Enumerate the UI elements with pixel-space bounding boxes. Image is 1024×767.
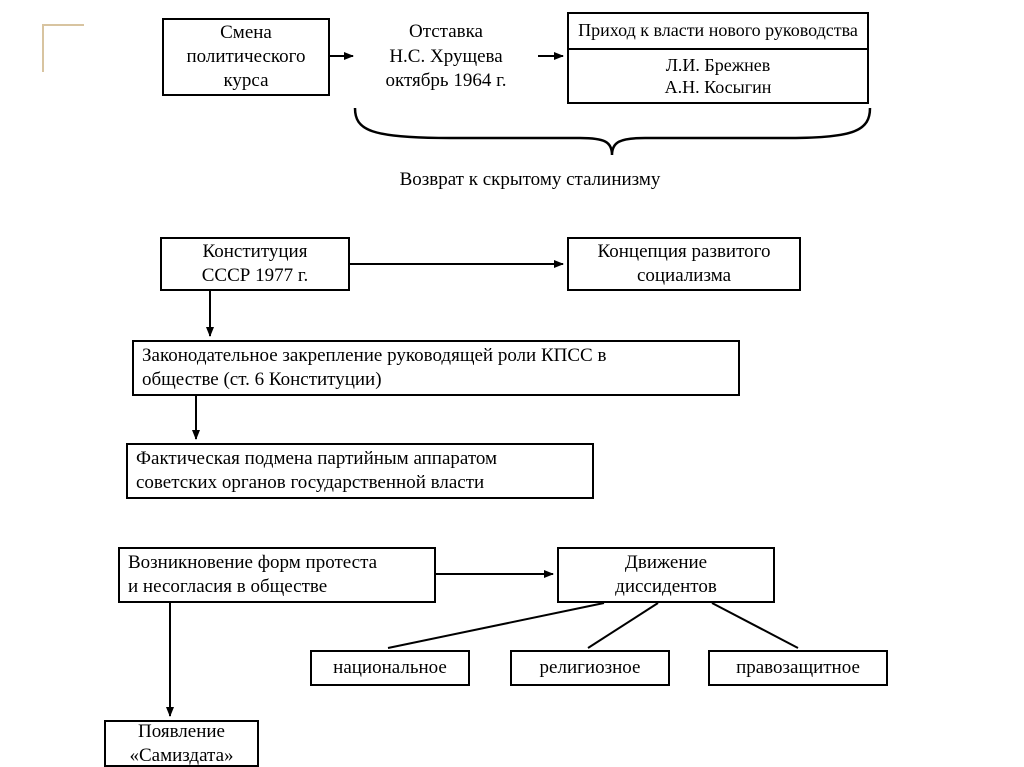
text: Приход к власти нового руководства bbox=[578, 20, 858, 40]
text: Конституция bbox=[170, 240, 340, 264]
text: диссидентов bbox=[567, 575, 765, 599]
decorative-corner bbox=[42, 24, 84, 72]
text: «Самиздата» bbox=[114, 744, 249, 767]
text: курса bbox=[172, 69, 320, 93]
node-vozniknovenie: Возникновение форм протеста и несогласия… bbox=[118, 547, 436, 603]
label-vozvrat: Возврат к скрытому сталинизму bbox=[360, 168, 700, 193]
text: социализма bbox=[577, 264, 791, 288]
text: Л.И. Брежнев bbox=[666, 55, 771, 75]
text: Появление bbox=[114, 720, 249, 744]
text: октябрь 1964 г. bbox=[385, 70, 506, 91]
text: и несогласия в обществе bbox=[128, 575, 426, 599]
connector-line bbox=[588, 603, 658, 648]
node-koncepciya: Концепция развитого социализма bbox=[567, 237, 801, 291]
node-samizdat: Появление «Самиздата» bbox=[104, 720, 259, 767]
node-konstituciya: Конституция СССР 1977 г. bbox=[160, 237, 350, 291]
text: Возникновение форм протеста bbox=[128, 551, 426, 575]
text: национальное bbox=[320, 656, 460, 680]
text: Отставка bbox=[409, 21, 483, 42]
node-otstavka: Отставка Н.С. Хрущева октябрь 1964 г. bbox=[357, 20, 535, 94]
text: Смена bbox=[172, 21, 320, 45]
node-fakticheskaya: Фактическая подмена партийным аппаратом … bbox=[126, 443, 594, 499]
text: Движение bbox=[567, 551, 765, 575]
text: Фактическая подмена партийным аппаратом bbox=[136, 447, 584, 471]
connector-line bbox=[388, 603, 604, 648]
node-zakonodatelnoe: Законодательное закрепление руководящей … bbox=[132, 340, 740, 396]
text: Законодательное закрепление руководящей … bbox=[142, 344, 730, 368]
text: Возврат к скрытому сталинизму bbox=[400, 169, 661, 190]
connector-line bbox=[712, 603, 798, 648]
node-prihod: Приход к власти нового руководства Л.И. … bbox=[567, 12, 869, 104]
text: религиозное bbox=[520, 656, 660, 680]
text: А.Н. Косыгин bbox=[665, 77, 772, 97]
diagram-canvas: Смена политического курса Отставка Н.С. … bbox=[0, 0, 1024, 767]
brace-icon bbox=[355, 108, 870, 155]
node-smena: Смена политического курса bbox=[162, 18, 330, 96]
text: Концепция развитого bbox=[577, 240, 791, 264]
node-religioznoe: религиозное bbox=[510, 650, 670, 686]
text: правозащитное bbox=[718, 656, 878, 680]
node-pravozashitnoe: правозащитное bbox=[708, 650, 888, 686]
text: СССР 1977 г. bbox=[170, 264, 340, 288]
text: советских органов государственной власти bbox=[136, 471, 584, 495]
divider bbox=[569, 48, 867, 50]
node-nacionalnoe: национальное bbox=[310, 650, 470, 686]
text: обществе (ст. 6 Конституции) bbox=[142, 368, 730, 392]
text: Н.С. Хрущева bbox=[389, 46, 502, 67]
node-dissidentov: Движение диссидентов bbox=[557, 547, 775, 603]
text: политического bbox=[172, 45, 320, 69]
